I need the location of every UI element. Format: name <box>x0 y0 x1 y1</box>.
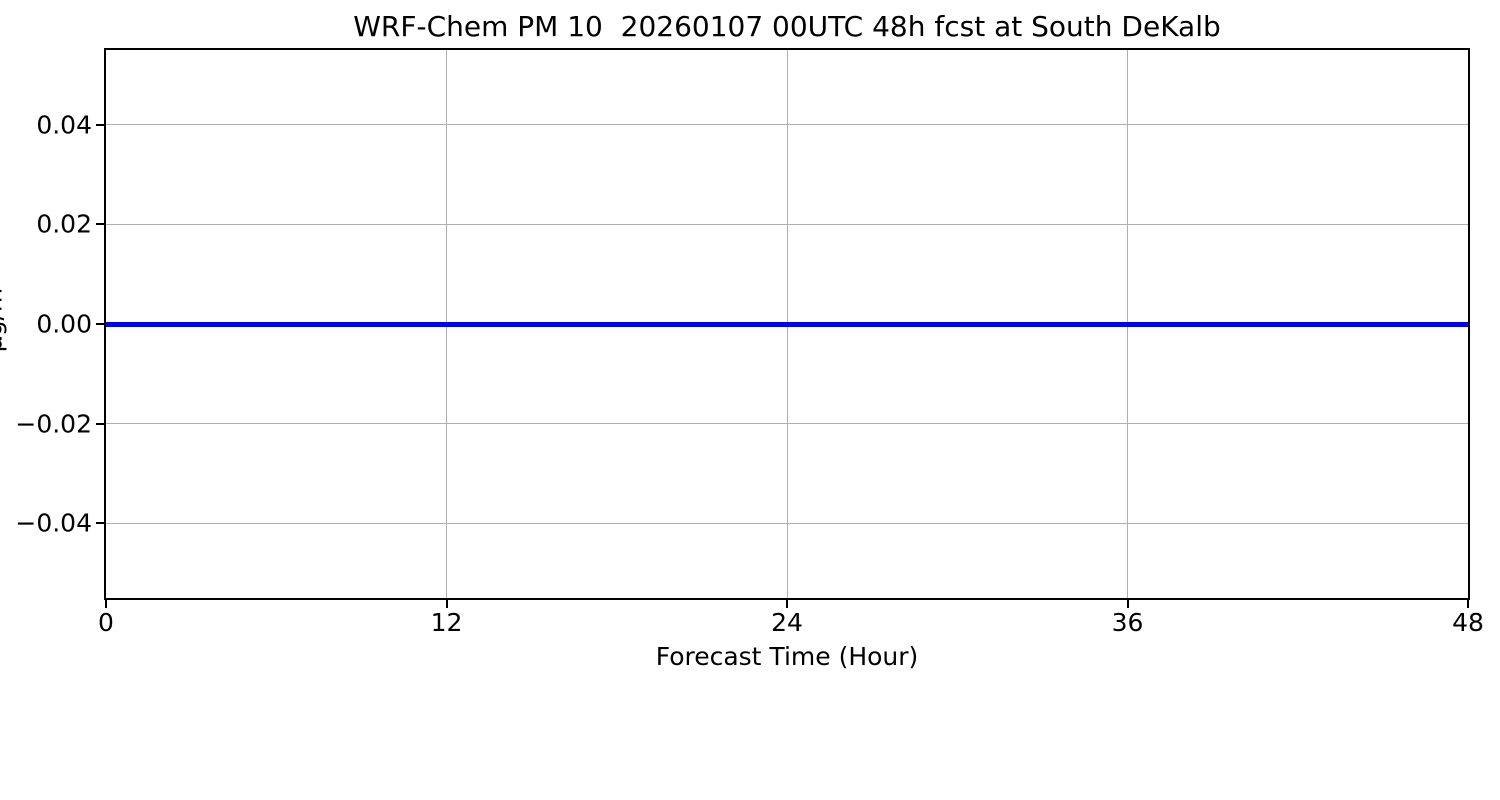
x-tick-label: 48 <box>1452 608 1484 637</box>
x-axis-label: Forecast Time (Hour) <box>655 642 919 671</box>
y-tick-mark <box>96 223 104 226</box>
x-tick-label: 24 <box>771 608 803 637</box>
data-line-pm10 <box>106 321 1468 327</box>
x-tick-mark <box>445 600 448 608</box>
x-tick-mark <box>1126 600 1129 608</box>
plot-area <box>104 48 1470 600</box>
x-tick-label: 0 <box>98 608 114 637</box>
y-axis-label: µg/m³ <box>0 277 8 353</box>
y-tick-label: 0.04 <box>36 110 92 140</box>
horizontal-gridline <box>106 423 1468 425</box>
horizontal-gridline <box>106 522 1468 524</box>
horizontal-gridline <box>106 124 1468 126</box>
x-tick-mark <box>105 600 107 608</box>
chart-title: WRF-Chem PM 10 20260107 00UTC 48h fcst a… <box>353 10 1221 43</box>
y-tick-mark <box>96 323 104 325</box>
x-tick-mark <box>786 600 788 608</box>
x-tick-mark <box>1467 600 1469 608</box>
y-tick-label: 0.02 <box>36 209 92 239</box>
y-tick-label: −0.02 <box>15 409 92 439</box>
x-tick-label: 36 <box>1111 608 1144 637</box>
y-tick-mark <box>96 522 104 525</box>
y-tick-label: 0.00 <box>36 309 92 339</box>
y-tick-mark <box>96 123 104 126</box>
horizontal-gridline <box>106 223 1468 225</box>
y-tick-label: −0.04 <box>15 508 92 538</box>
y-tick-mark <box>96 422 104 425</box>
x-tick-label: 12 <box>430 608 463 637</box>
